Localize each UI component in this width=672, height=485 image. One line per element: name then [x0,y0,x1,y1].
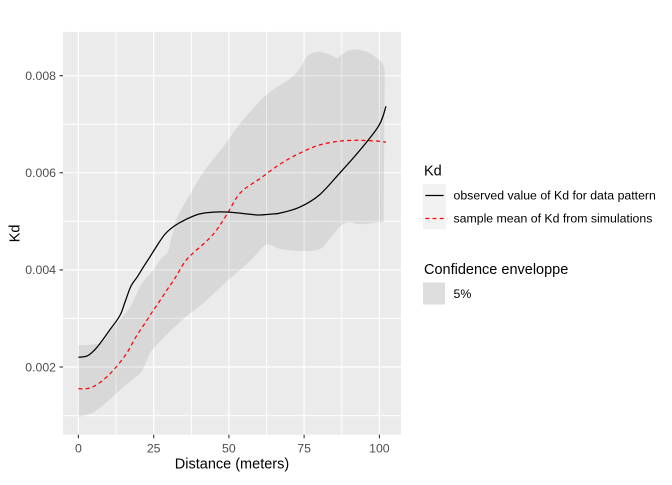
svg-text:Distance (meters): Distance (meters) [175,457,289,473]
svg-text:5%: 5% [454,287,472,301]
svg-text:Kd: Kd [8,225,24,243]
svg-text:0.008: 0.008 [25,69,56,83]
svg-text:Kd: Kd [424,164,442,180]
svg-text:Confidence enveloppe: Confidence enveloppe [424,262,568,278]
svg-text:25: 25 [147,442,161,456]
svg-text:observed value of Kd for data: observed value of Kd for data pattern [454,189,657,203]
svg-text:100: 100 [369,442,390,456]
svg-text:0.002: 0.002 [25,360,56,374]
svg-text:50: 50 [222,442,236,456]
svg-text:sample mean of Kd from simulat: sample mean of Kd from simulations [454,211,653,225]
svg-text:0.004: 0.004 [25,263,56,277]
svg-text:0: 0 [75,442,82,456]
svg-text:0.006: 0.006 [25,166,56,180]
svg-text:75: 75 [297,442,311,456]
